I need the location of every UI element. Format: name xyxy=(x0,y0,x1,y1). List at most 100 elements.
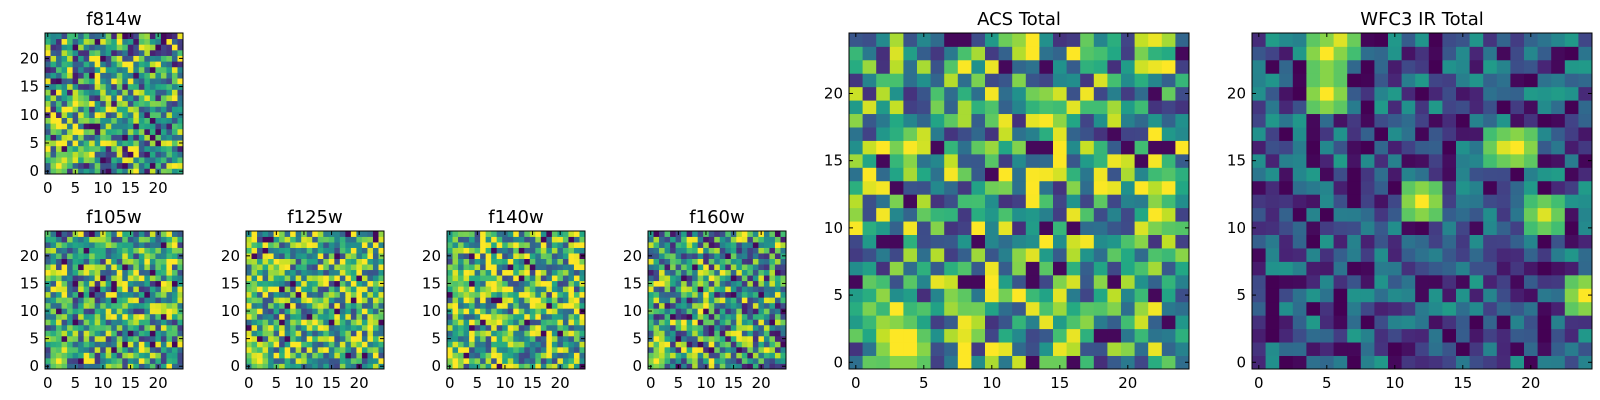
heatmap-cell-5-18 xyxy=(273,264,280,271)
heatmap-cell-8-17 xyxy=(1360,127,1375,141)
heatmap-cell-11-19 xyxy=(1401,100,1416,115)
heatmap-cell-15-3 xyxy=(127,346,134,353)
heatmap-cell-4-11 xyxy=(903,207,918,222)
heatmap-cell-15-8 xyxy=(1456,248,1470,262)
heatmap-cell-21-9 xyxy=(1134,234,1149,249)
heatmap-cell-21-2 xyxy=(763,352,770,359)
heatmap-cell-6-14 xyxy=(78,89,85,96)
heatmap-cell-23-22 xyxy=(171,242,178,248)
heatmap-cell-10-8 xyxy=(301,319,308,326)
heatmap-cell-3-6 xyxy=(664,330,671,337)
heatmap-cell-20-10 xyxy=(155,308,162,315)
heatmap-cell-11-1 xyxy=(708,357,715,364)
heatmap-cell-2-7 xyxy=(257,324,263,331)
heatmap-cell-13-5 xyxy=(116,335,123,342)
heatmap-cell-23-16 xyxy=(1564,140,1579,155)
heatmap-cell-6-16 xyxy=(930,140,945,155)
heatmap-cell-8-11 xyxy=(89,302,96,309)
heatmap-cell-6-16 xyxy=(1333,140,1348,155)
heatmap-cell-22-17 xyxy=(367,269,374,276)
heatmap-cell-20-8 xyxy=(356,319,363,326)
heatmap-cell-13-14 xyxy=(1428,167,1443,182)
heatmap-cell-1-5 xyxy=(50,140,57,147)
heatmap-cell-8-6 xyxy=(957,274,972,289)
heatmap-cell-16-1 xyxy=(535,357,542,364)
heatmap-cell-14-16 xyxy=(524,275,531,282)
heatmap-cell-13-13 xyxy=(719,291,726,298)
heatmap-cell-19-20 xyxy=(350,253,357,259)
heatmap-cell-17-10 xyxy=(1483,221,1498,235)
heatmap-cell-13-3 xyxy=(116,346,123,353)
heatmap-cell-4-0 xyxy=(469,363,475,370)
heatmap-cell-7-22 xyxy=(485,242,492,248)
heatmap-cell-5-10 xyxy=(72,308,79,315)
heatmap-cell-20-4 xyxy=(356,341,363,348)
heatmap-cell-23-20 xyxy=(1564,86,1579,101)
heatmap-cell-14-7 xyxy=(122,324,129,331)
heatmap-cell-9-1 xyxy=(94,162,101,169)
heatmap-cell-10-9 xyxy=(502,313,509,320)
heatmap-cell-15-21 xyxy=(529,247,536,254)
heatmap-cell-10-7 xyxy=(301,324,308,331)
heatmap-cell-3-18 xyxy=(463,264,470,271)
heatmap-cell-22-19 xyxy=(1148,100,1163,115)
heatmap-cell-17-24 xyxy=(138,231,145,237)
heatmap-cell-21-16 xyxy=(160,275,167,282)
heatmap-cell-18-17 xyxy=(144,269,151,276)
heatmap-cell-8-10 xyxy=(692,308,699,315)
heatmap-cell-14-10 xyxy=(725,308,732,315)
heatmap-cell-1-6 xyxy=(50,330,57,337)
heatmap-cell-21-5 xyxy=(1537,288,1552,303)
heatmap-cell-19-21 xyxy=(1510,73,1525,88)
heatmap-cell-0-21 xyxy=(849,73,863,88)
heatmap-cell-16-18 xyxy=(334,264,341,271)
heatmap-cell-0-11 xyxy=(45,106,51,113)
heatmap-cell-0-23 xyxy=(648,236,654,243)
heatmap-cell-23-3 xyxy=(171,346,178,353)
heatmap-cell-21-12 xyxy=(361,297,368,304)
heatmap-cell-14-11 xyxy=(524,302,531,309)
heatmap-cell-2-16 xyxy=(876,140,891,155)
heatmap-cell-8-4 xyxy=(957,301,972,316)
heatmap-cell-16-4 xyxy=(535,341,542,348)
heatmap-cell-5-13 xyxy=(474,291,481,298)
heatmap-cell-10-8 xyxy=(703,319,710,326)
heatmap-cell-0-17 xyxy=(45,72,51,79)
heatmap-cell-1-9 xyxy=(50,117,57,124)
heatmap-cell-20-8 xyxy=(758,319,765,326)
heatmap-cell-2-13 xyxy=(56,95,62,102)
axes-frame xyxy=(44,230,184,370)
heatmap-cell-20-22 xyxy=(557,242,564,248)
heatmap-cell-9-16 xyxy=(94,275,101,282)
heatmap-cell-8-6 xyxy=(692,330,699,337)
heatmap-cell-14-20 xyxy=(1442,86,1457,101)
heatmap-cell-1-21 xyxy=(251,247,258,254)
heatmap-cell-18-18 xyxy=(144,264,151,271)
heatmap-cell-15-6 xyxy=(529,330,536,337)
heatmap-cell-21-24 xyxy=(160,231,167,237)
heatmap-cell-2-0 xyxy=(1279,355,1294,370)
y-tick-label: 20 xyxy=(422,247,441,265)
heatmap-cell-23-13 xyxy=(372,291,379,298)
heatmap-cell-10-5 xyxy=(301,335,308,342)
heatmap-cell-17-24 xyxy=(339,231,346,237)
heatmap-cell-20-13 xyxy=(557,291,564,298)
heatmap-cell-12-4 xyxy=(111,145,118,152)
heatmap-cell-12-24 xyxy=(1415,33,1430,47)
heatmap-cell-12-12 xyxy=(312,297,319,304)
heatmap-cell-14-17 xyxy=(122,72,129,79)
heatmap-cell-2-19 xyxy=(257,258,263,265)
heatmap-cell-0-2 xyxy=(849,328,863,343)
heatmap-cell-7-13 xyxy=(83,95,90,102)
heatmap-cell-11-21 xyxy=(507,247,514,254)
heatmap-cell-14-15 xyxy=(524,280,531,287)
heatmap-cell-12-22 xyxy=(1012,59,1027,74)
heatmap-cell-2-9 xyxy=(56,313,62,320)
heatmap-cell-15-16 xyxy=(730,275,737,282)
heatmap-cell-23-24 xyxy=(171,33,178,40)
heatmap-cell-20-15 xyxy=(356,280,363,287)
heatmap-cell-21-5 xyxy=(160,335,167,342)
heatmap-cell-5-1 xyxy=(273,357,280,364)
heatmap-cell-20-16 xyxy=(155,275,162,282)
heatmap-cell-11-15 xyxy=(105,280,112,287)
